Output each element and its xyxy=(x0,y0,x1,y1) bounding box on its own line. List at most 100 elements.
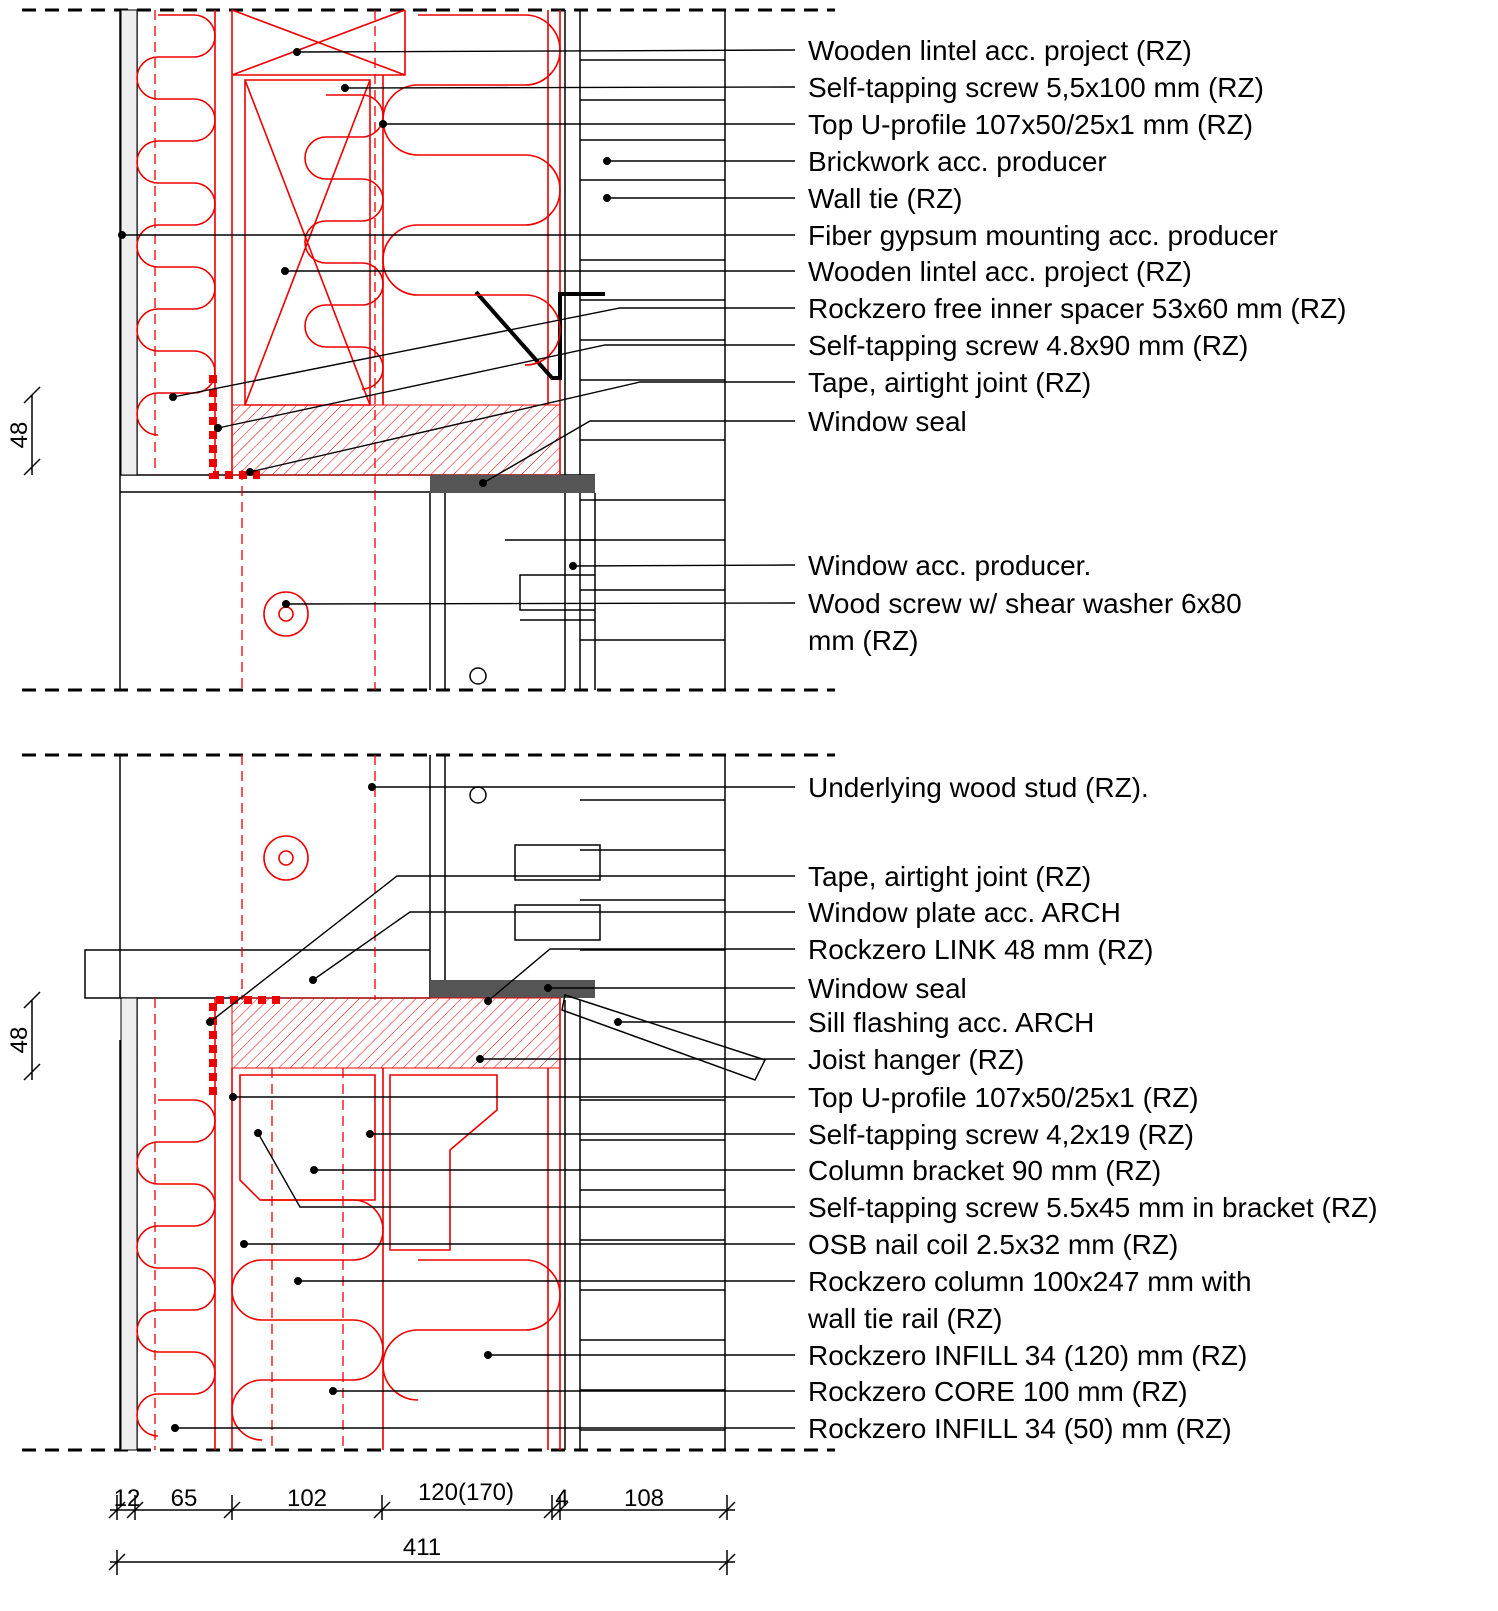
leader-dot xyxy=(476,1055,484,1063)
leader-dot xyxy=(484,1351,492,1359)
dim-label: 102 xyxy=(287,1485,327,1512)
labels: Wooden lintel acc. project (RZ) Self-tapp… xyxy=(118,35,1378,1444)
dimensions: 48 48 12 65 102 120(170) 4 108 411 xyxy=(6,386,736,1575)
leader-dot xyxy=(379,120,387,128)
leader-dot xyxy=(229,1093,237,1101)
callout-label: Rockzero INFILL 34 (50) mm (RZ) xyxy=(808,1413,1232,1444)
callout-label: Rockzero column 100x247 mm with xyxy=(808,1266,1252,1297)
leader-dot xyxy=(214,424,222,432)
leader-dot xyxy=(366,1130,374,1138)
callout-label: Rockzero INFILL 34 (120) mm (RZ) xyxy=(808,1340,1247,1371)
callout-label: Tape, airtight joint (RZ) xyxy=(808,861,1091,892)
insulation xyxy=(136,14,561,1441)
dim-tick xyxy=(126,1495,144,1520)
leader-dot xyxy=(603,194,611,202)
callout-label: Tape, airtight joint (RZ) xyxy=(808,367,1091,398)
callout-label: Rockzero CORE 100 mm (RZ) xyxy=(808,1376,1188,1407)
callout-label: Self-tapping screw 5.5x45 mm in bracket … xyxy=(808,1192,1378,1223)
callout-label: Rockzero free inner spacer 53x60 mm (RZ) xyxy=(808,293,1346,324)
leader-line xyxy=(172,307,795,398)
leader-dot xyxy=(329,1387,337,1395)
insulation-loop xyxy=(136,14,216,436)
drawing-top xyxy=(22,8,835,692)
callout-label: Self-tapping screw 5,5x100 mm (RZ) xyxy=(808,72,1264,103)
leader-dot xyxy=(118,231,126,239)
callout-label: Underlying wood stud (RZ). xyxy=(808,772,1149,803)
dim-label: 12 xyxy=(114,1485,141,1512)
leader-dot xyxy=(479,479,487,487)
callout-label: Joist hanger (RZ) xyxy=(808,1044,1024,1075)
callout-label: Window seal xyxy=(808,406,967,437)
leader-line xyxy=(487,948,795,1002)
leader-dot xyxy=(240,1240,248,1248)
callout-label: Top U-profile 107x50/25x1 (RZ) xyxy=(808,1082,1199,1113)
callout-label: Sill flashing acc. ARCH xyxy=(808,1007,1094,1038)
leader-line xyxy=(312,911,795,981)
dim-label: 120(170) xyxy=(418,1479,514,1506)
callout-label: Self-tapping screw 4,2x19 (RZ) xyxy=(808,1119,1194,1150)
dim-line xyxy=(23,991,41,1081)
callout-label: Column bracket 90 mm (RZ) xyxy=(808,1155,1161,1186)
insulation-loop xyxy=(304,94,384,390)
leader-dot xyxy=(206,1018,214,1026)
leader-dot xyxy=(341,84,349,92)
leader-line xyxy=(482,420,795,484)
dim-tick xyxy=(108,1495,126,1520)
leader-dot xyxy=(293,48,301,56)
leader-dot xyxy=(281,267,289,275)
leader-dot xyxy=(614,1018,622,1026)
leader-dot xyxy=(603,157,611,165)
leader-dot xyxy=(544,984,552,992)
callout-label: Window plate acc. ARCH xyxy=(808,897,1121,928)
callout-label: Brickwork acc. producer xyxy=(808,146,1107,177)
leader-dot xyxy=(309,976,317,984)
leader-line xyxy=(344,86,796,89)
leader-line xyxy=(296,49,796,53)
leader-dot xyxy=(169,393,177,401)
callout-label: Wall tie (RZ) xyxy=(808,183,963,214)
callout-label: Self-tapping screw 4.8x90 mm (RZ) xyxy=(808,330,1248,361)
dim-label: 48 xyxy=(6,422,33,449)
insulation-loop xyxy=(382,1259,561,1401)
leader-line xyxy=(285,602,796,605)
dim-label: 65 xyxy=(171,1485,198,1512)
callout-label: Rockzero LINK 48 mm (RZ) xyxy=(808,934,1153,965)
callout-label: Window seal xyxy=(808,973,967,1004)
leader-line xyxy=(217,344,795,429)
leader-dot xyxy=(484,997,492,1005)
leader-dot xyxy=(569,562,577,570)
callout-label: Wooden lintel acc. project (RZ) xyxy=(808,256,1192,287)
insulation-loop xyxy=(231,1199,384,1441)
dim-tick xyxy=(108,1550,126,1575)
dim-tick xyxy=(718,1550,736,1575)
drawing-bottom xyxy=(22,753,835,1452)
leader-line xyxy=(209,875,795,1023)
dim-tick xyxy=(373,1495,391,1520)
callout-label: Top U-profile 107x50/25x1 mm (RZ) xyxy=(808,109,1253,140)
dim-tick xyxy=(718,1495,736,1520)
leader-dot xyxy=(294,1277,302,1285)
leader-line xyxy=(572,564,796,567)
insulation-loop xyxy=(136,1099,216,1437)
callout-label: Wooden lintel acc. project (RZ) xyxy=(808,35,1192,66)
leader-dot xyxy=(254,1129,262,1137)
dim-label: 108 xyxy=(624,1485,664,1512)
leader-dot xyxy=(171,1424,179,1432)
leader-line xyxy=(249,381,795,473)
leader-dot xyxy=(282,600,290,608)
dim-label: 411 xyxy=(403,1534,441,1561)
leader-dot xyxy=(310,1166,318,1174)
callout-label: mm (RZ) xyxy=(808,625,918,656)
dim-tick xyxy=(551,1495,569,1520)
callout-label: Window acc. producer. xyxy=(808,550,1091,581)
dim-label: 48 xyxy=(6,1027,33,1054)
callout-label: OSB nail coil 2.5x32 mm (RZ) xyxy=(808,1229,1178,1260)
leader-dot xyxy=(246,468,254,476)
callout-label: Fiber gypsum mounting acc. producer xyxy=(808,220,1278,251)
dim-tick xyxy=(543,1495,561,1520)
callout-label: Wood screw w/ shear washer 6x80 xyxy=(808,588,1242,619)
insulation-loop xyxy=(382,14,561,366)
dim-tick xyxy=(223,1495,241,1520)
leader-dot xyxy=(368,783,376,791)
